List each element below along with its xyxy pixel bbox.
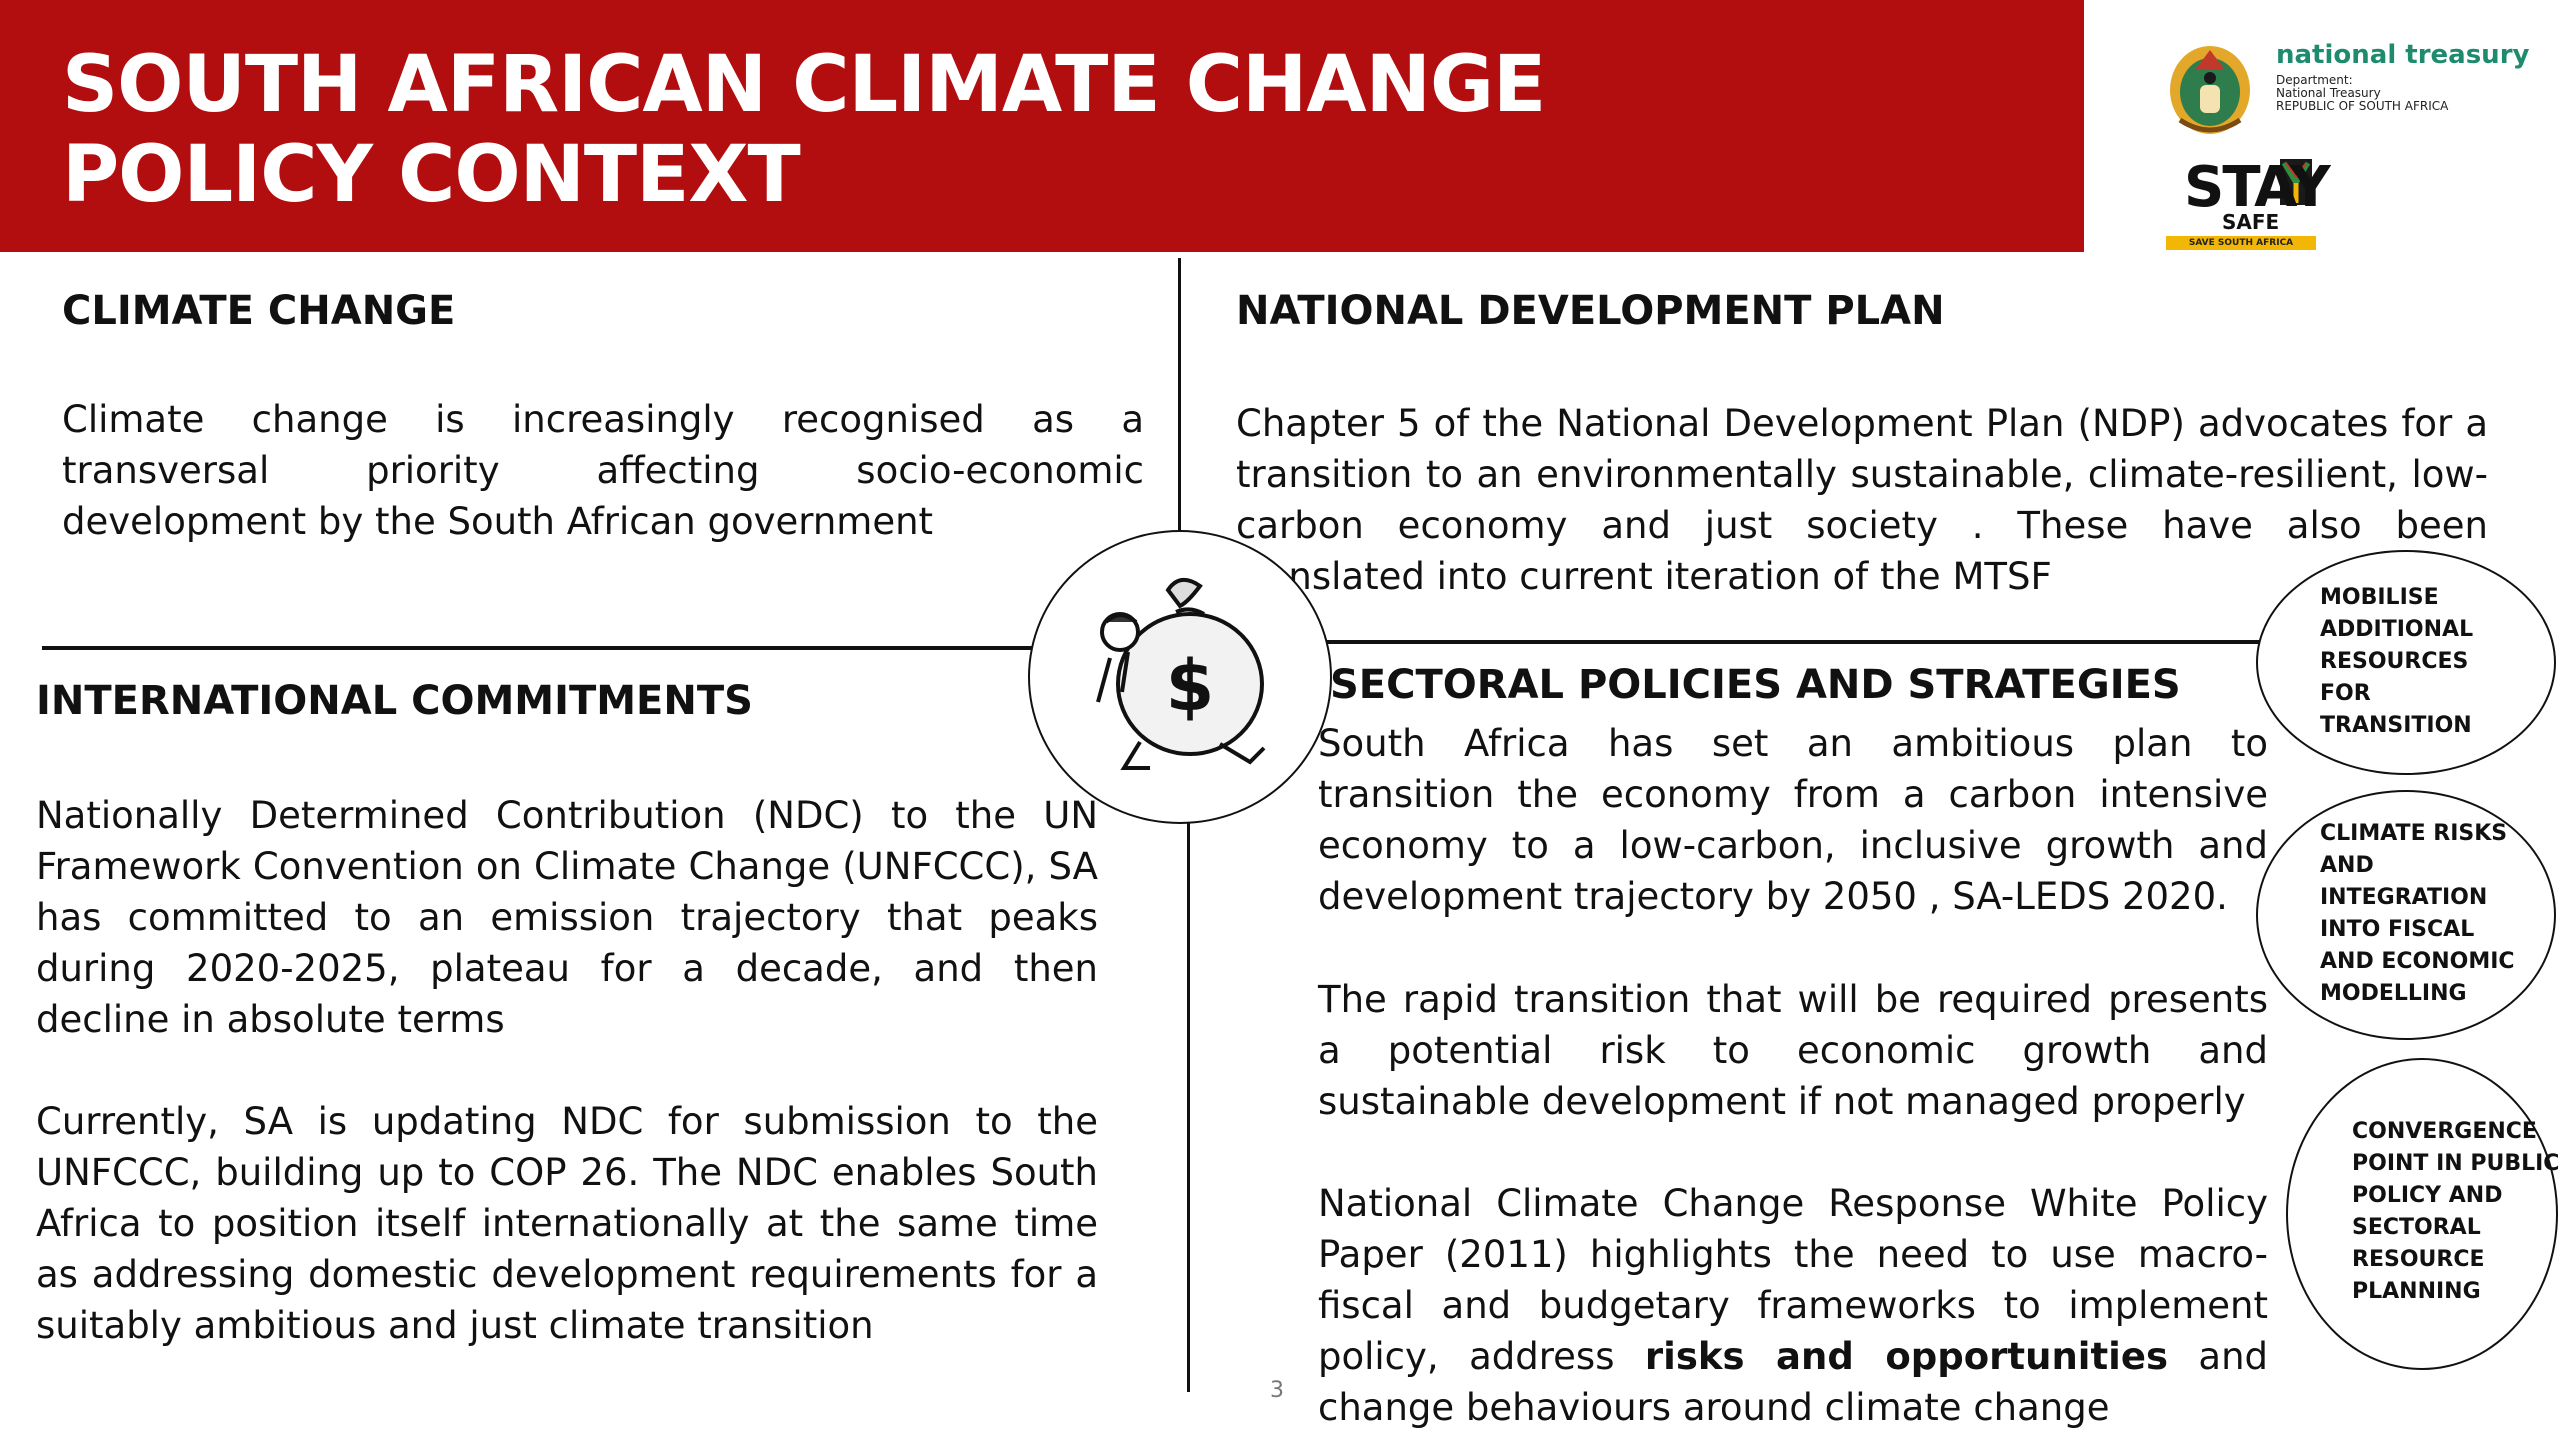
bubble-line: POLICY AND bbox=[2352, 1183, 2503, 1208]
sectoral-policies-text-3-start: National Climate Change Response White P… bbox=[1318, 1182, 2268, 1378]
bubble-climate-risks: CLIMATE RISKS AND INTEGRATION INTO FISCA… bbox=[2256, 790, 2556, 1040]
bubble-line: POINT IN PUBLIC bbox=[2352, 1151, 2560, 1176]
bubble-line: ADDITIONAL bbox=[2320, 617, 2474, 642]
risks-opportunities-emphasis: risks and opportunities bbox=[1644, 1335, 2168, 1378]
sectoral-policies-heading: SECTORAL POLICIES AND STRATEGIES bbox=[1330, 662, 2181, 708]
bubble-text: CLIMATE RISKS AND INTEGRATION INTO FISCA… bbox=[2320, 818, 2515, 1010]
treasury-dept-line: Department: bbox=[2276, 73, 2353, 87]
horizontal-divider-left bbox=[42, 646, 1032, 650]
bubble-line: MOBILISE bbox=[2320, 585, 2439, 610]
svg-text:$: $ bbox=[1166, 645, 1215, 727]
bubble-line: RESOURCES bbox=[2320, 649, 2469, 674]
bubble-line: AND bbox=[2320, 853, 2374, 878]
page-title: SOUTH AFRICAN CLIMATE CHANGE POLICY CONT… bbox=[62, 40, 1546, 220]
bubble-line: INTO FISCAL bbox=[2320, 917, 2475, 942]
bubble-line: CONVERGENCE bbox=[2352, 1119, 2537, 1144]
bubble-line: MODELLING bbox=[2320, 981, 2467, 1006]
sectoral-policies-text-3: National Climate Change Response White P… bbox=[1318, 1178, 2268, 1433]
ndp-heading: NATIONAL DEVELOPMENT PLAN bbox=[1236, 288, 1945, 334]
logo-area: national treasury Department: National T… bbox=[2150, 20, 2550, 260]
sectoral-policies-text-3-end: and change behaviours around climate cha… bbox=[1318, 1335, 2269, 1429]
bubble-convergence-point: CONVERGENCE POINT IN PUBLIC POLICY AND S… bbox=[2286, 1058, 2559, 1370]
title-banner: SOUTH AFRICAN CLIMATE CHANGE POLICY CONT… bbox=[0, 0, 2084, 252]
vertical-divider-bottom bbox=[1187, 820, 1190, 1392]
money-bag-icon: $ bbox=[1096, 578, 1266, 770]
treasury-name: national treasury bbox=[2276, 40, 2530, 70]
page-number: 3 bbox=[1270, 1378, 1284, 1403]
international-commitments-heading: INTERNATIONAL COMMITMENTS bbox=[36, 678, 753, 724]
horizontal-divider-right bbox=[1326, 640, 2264, 644]
stay-safe-band: SAVE SOUTH AFRICA bbox=[2166, 236, 2316, 250]
bubble-line: CLIMATE RISKS bbox=[2320, 821, 2508, 846]
stay-safe-subtext: SAFE bbox=[2222, 210, 2280, 234]
ndp-text: Chapter 5 of the National Development Pl… bbox=[1236, 402, 2488, 598]
treasury-dept-line: REPUBLIC OF SOUTH AFRICA bbox=[2276, 99, 2449, 113]
bubble-mobilise-resources: MOBILISE ADDITIONAL RESOURCES FOR TRANSI… bbox=[2256, 550, 2556, 775]
climate-change-heading: CLIMATE CHANGE bbox=[62, 288, 456, 334]
sectoral-policies-text-2: The rapid transition that will be requir… bbox=[1318, 978, 2268, 1123]
money-bag-circle: $ bbox=[1028, 530, 1332, 824]
sectoral-policies-text-1: South Africa has set an ambitious plan t… bbox=[1318, 722, 2268, 918]
bubble-line: TRANSITION bbox=[2320, 713, 2472, 738]
bubble-line: PLANNING bbox=[2352, 1279, 2481, 1304]
bubble-line: RESOURCE bbox=[2352, 1247, 2485, 1272]
bubble-text: CONVERGENCE POINT IN PUBLIC POLICY AND S… bbox=[2352, 1116, 2559, 1308]
treasury-dept-line: National Treasury bbox=[2276, 86, 2381, 100]
coat-of-arms-icon bbox=[2170, 46, 2250, 134]
climate-change-text: Climate change is increasingly recognise… bbox=[62, 398, 1144, 543]
stay-safe-logo-icon bbox=[2280, 159, 2312, 205]
international-commitments-text-1: Nationally Determined Contribution (NDC)… bbox=[36, 794, 1098, 1041]
stay-safe-text: STAY bbox=[2184, 155, 2331, 220]
bubble-text: MOBILISE ADDITIONAL RESOURCES FOR TRANSI… bbox=[2320, 582, 2473, 742]
bubble-line: AND ECONOMIC bbox=[2320, 949, 2515, 974]
treasury-department: Department: National Treasury REPUBLIC O… bbox=[2276, 74, 2448, 113]
bubble-line: INTEGRATION bbox=[2320, 885, 2488, 910]
international-commitments-text-2: Currently, SA is updating NDC for submis… bbox=[36, 1100, 1098, 1347]
bubble-line: FOR bbox=[2320, 681, 2371, 706]
vertical-divider-top bbox=[1178, 258, 1181, 530]
bubble-line: SECTORAL bbox=[2352, 1215, 2481, 1240]
